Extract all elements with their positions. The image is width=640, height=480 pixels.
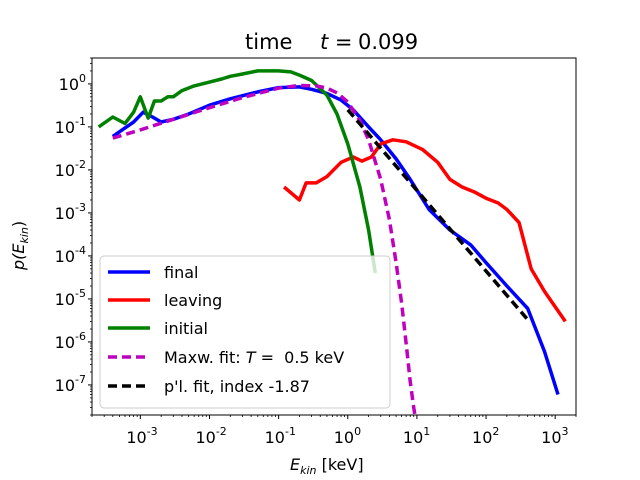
y-tick-label: 10-4 — [55, 244, 86, 266]
title-var: t = — [320, 30, 353, 54]
series-line-p-l-fit-index-1-87 — [346, 108, 530, 321]
chart-title: time t = 0.099 — [245, 30, 418, 54]
maxwell-fit-label-var: T — [246, 348, 257, 367]
x-tick-label: 10-2 — [195, 425, 226, 447]
legend: final leaving initial Maxw. fit: T = 0.5… — [99, 255, 391, 409]
x-tick-label: 103 — [541, 425, 568, 447]
legend-label-leaving: leaving — [164, 291, 222, 310]
legend-label-powerlaw-fit: p'l. fit, index -1.87 — [164, 377, 310, 396]
legend-label-final: final — [164, 263, 198, 282]
y-tick-label: 10-5 — [55, 287, 86, 309]
x-tick-label: 100 — [334, 425, 361, 447]
y-tick-label: 10-6 — [55, 330, 86, 352]
y-axis-label-end: ) — [9, 221, 28, 227]
x-axis-label-main: E — [290, 455, 301, 474]
y-axis-label-sub: kin — [18, 227, 31, 243]
axes-frame — [91, 57, 577, 416]
y-tick-label: 10-7 — [55, 373, 86, 395]
legend-label-initial: initial — [164, 319, 208, 338]
series-line-initial — [97, 69, 378, 274]
legend-box — [99, 255, 391, 409]
y-tick-label: 10-3 — [55, 201, 86, 223]
y-axis-label-main: p(E — [9, 243, 28, 271]
maxwell-fit-label-plain: Maxw. fit: — [164, 348, 246, 367]
y-tick-label: 10-1 — [55, 115, 86, 137]
x-tick-label: 101 — [403, 425, 430, 447]
x-tick-label: 10-3 — [126, 425, 157, 447]
x-axis-label: Ekin [keV] — [290, 455, 364, 477]
maxwell-fit-label-rest: = 0.5 keV — [255, 348, 344, 367]
axis-ticks: 10-3 10-2 10-1 100 101 102 103 10-7 10-6 10-5 10-4… — [55, 57, 577, 447]
y-tick-label: 10-2 — [55, 158, 86, 180]
title-value: 0.099 — [358, 30, 418, 54]
plot-area — [97, 69, 567, 415]
x-axis-label-sub: kin — [300, 464, 316, 477]
series-line-maxw-fit-t-0-5-kev — [112, 83, 417, 415]
series-line-leaving — [282, 138, 567, 323]
series-lines — [97, 69, 567, 415]
y-axis-label: p(Ekin) — [9, 221, 31, 271]
legend-label-maxwell-fit: Maxw. fit: T = 0.5 keV — [164, 348, 344, 367]
x-axis-label-unit: [keV] — [317, 455, 364, 474]
title-prefix: time — [245, 30, 292, 54]
x-tick-label: 10-1 — [265, 425, 296, 447]
y-tick-label: 100 — [59, 72, 86, 94]
x-tick-label: 102 — [472, 425, 499, 447]
